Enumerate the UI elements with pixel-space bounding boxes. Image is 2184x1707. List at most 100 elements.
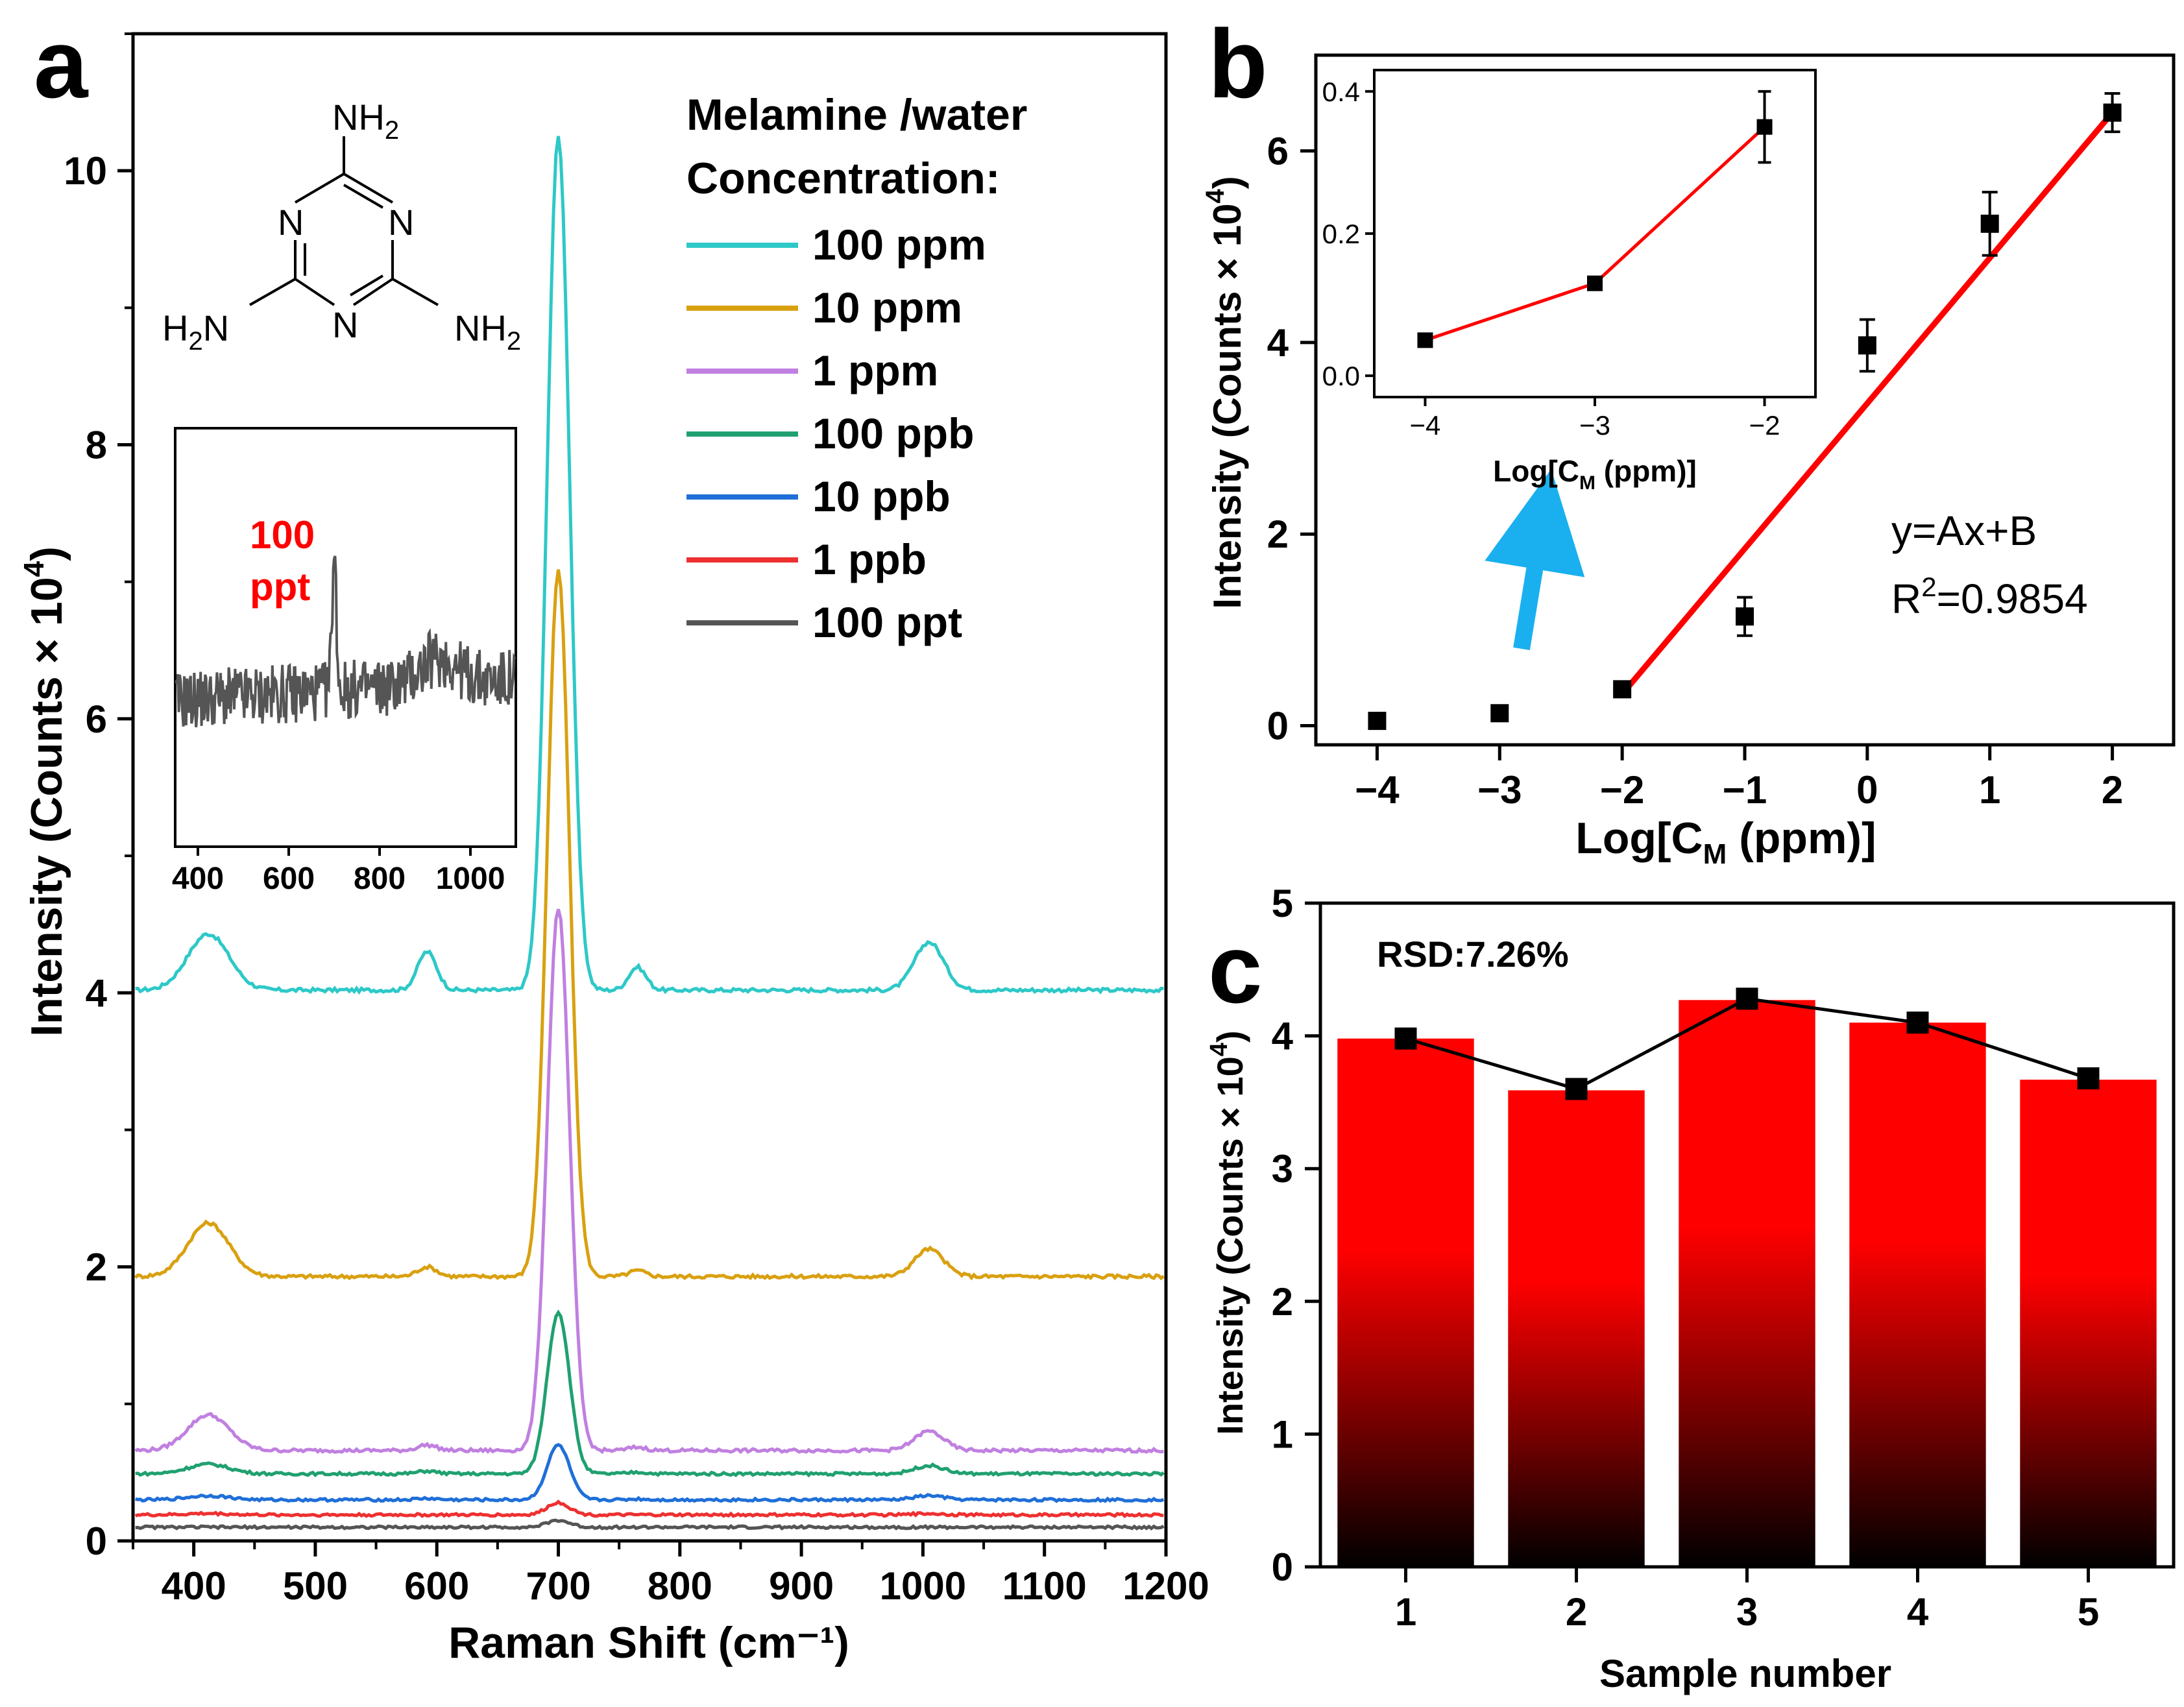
structure-nh2-right: NH2 <box>454 308 521 356</box>
inset-b-x-tick-label: −3 <box>1579 410 1610 441</box>
panel-c: c 1 2 3 4 5 0 1 2 3 4 5 RSD:7.26% Sample number In… <box>1206 882 2176 1695</box>
x-tick-label: 600 <box>404 1564 469 1608</box>
inset-b-x-tick-label: −2 <box>1749 410 1780 441</box>
fit-line <box>1620 110 2115 696</box>
inset-b-point <box>1417 332 1433 348</box>
x-tick-label: 1100 <box>1002 1564 1087 1608</box>
panel-c-annotation: RSD:7.26% <box>1377 934 1569 975</box>
ring-bond <box>294 278 335 306</box>
bar-4 <box>1849 1023 1986 1567</box>
panel-b-letter: b <box>1208 9 1268 118</box>
x-tick-label: 0 <box>1856 768 1878 812</box>
data-point <box>1736 607 1754 626</box>
inset-a-spectrum <box>175 555 516 728</box>
melamine-structure: NH2 N N N H2N NH2 <box>162 97 521 356</box>
panel-c-line <box>1394 987 2100 1100</box>
x-tick-label: −3 <box>1477 768 1522 812</box>
legend-label-1ppb: 1 ppb <box>812 535 927 583</box>
y-tick-label: 2 <box>1267 513 1289 556</box>
x-tick-label: 1 <box>1395 1590 1416 1634</box>
bar-1 <box>1337 1038 1474 1567</box>
panel-b-r2: R2=0.9854 <box>1891 572 2088 622</box>
inset-b-point <box>1587 275 1603 291</box>
legend-label-100ppt: 100 ppt <box>812 598 962 646</box>
y-tick-label: 6 <box>1267 130 1289 173</box>
legend-label-100ppm: 100 ppm <box>812 221 986 269</box>
y-tick-label: 6 <box>86 697 107 741</box>
inset-b-xlabel-sub: M <box>1579 472 1596 494</box>
nh2-bond-right <box>392 278 439 306</box>
trend-point <box>1565 1078 1588 1100</box>
data-point <box>1980 214 1999 233</box>
structure-ring-n-upper-right: N <box>388 202 414 243</box>
inset-b-xlabel-end: (ppm)] <box>1596 454 1697 488</box>
legend-label-10ppm: 10 ppm <box>812 284 962 332</box>
x-tick-label: 5 <box>2078 1590 2099 1634</box>
inset-a-x-tick-label: 800 <box>354 862 406 896</box>
ring-bond <box>343 173 394 204</box>
trend-point <box>1906 1011 1929 1034</box>
inset-b-y-tick-label: 0.4 <box>1322 77 1360 107</box>
panel-c-letter: c <box>1208 914 1262 1023</box>
x-tick-label: 400 <box>162 1564 226 1608</box>
legend-title-line1: Melamine /water <box>686 90 1027 139</box>
inset-b-xlabel: Log[CM (ppm)] <box>1493 454 1697 494</box>
inset-a-frame <box>174 427 517 848</box>
panel-b-ylabel: Intensity (Counts × 104) <box>1201 176 1249 609</box>
y-tick-label: 10 <box>64 149 107 193</box>
panel-a-frame <box>131 32 1168 1543</box>
inset-b-x-tick-label: −4 <box>1410 410 1441 441</box>
structure-nh2-top: NH2 <box>332 97 399 145</box>
panel-c-ylabel: Intensity (Counts × 104) <box>1206 1030 1250 1435</box>
panel-a-inset: 100 ppt 400 600 800 1000 <box>172 427 517 896</box>
legend-label-100ppb: 100 ppb <box>812 409 974 457</box>
inset-label-line1: 100 <box>250 513 315 557</box>
y-tick-label: 0 <box>86 1519 107 1563</box>
inset-label-line2: ppt <box>250 565 310 609</box>
x-tick-label: 1200 <box>1122 1564 1209 1608</box>
inset-pointer-arrow <box>1485 469 1585 651</box>
legend-label-10ppb: 10 ppb <box>812 472 951 520</box>
spectrum-10ppm <box>134 569 1165 1281</box>
structure-ring-n-upper-left: N <box>278 202 304 243</box>
trend-point <box>1394 1027 1417 1050</box>
panel-c-bars <box>1337 1000 2157 1567</box>
data-point <box>2103 103 2122 122</box>
spectrum-1ppm <box>134 908 1164 1455</box>
trend-point <box>1736 987 1758 1010</box>
y-tick-label: 4 <box>1267 321 1289 365</box>
panel-a-xlabel: Raman Shift (cm⁻¹) <box>448 1618 849 1667</box>
inset-b-point <box>1756 119 1773 135</box>
spectrum-100ppb <box>135 1309 1165 1478</box>
panel-a-legend: Melamine /water Concentration: 100 ppm 10… <box>686 90 1027 646</box>
y-tick-label: 3 <box>1272 1147 1293 1191</box>
x-tick-label: 700 <box>526 1564 590 1608</box>
y-tick-label: 0 <box>1267 704 1289 747</box>
panel-b-plot <box>1368 92 2122 731</box>
panel-c-axes: 1 2 3 4 5 0 1 2 3 4 5 <box>1272 882 2176 1634</box>
ring-bond-double <box>349 274 384 297</box>
x-tick-label: −1 <box>1723 768 1767 812</box>
legend-title-line2: Concentration: <box>686 154 1001 203</box>
panel-a: a NH2 N N N H2N NH2 400 500 600 700 800 900 <box>18 9 1209 1667</box>
inset-b-y-tick-label: 0.0 <box>1322 361 1360 391</box>
panel-a-letter: a <box>34 9 89 118</box>
y-tick-label: 2 <box>86 1246 107 1289</box>
x-tick-label: 800 <box>648 1564 712 1608</box>
inset-a-x-tick-label: 1000 <box>436 862 505 896</box>
data-point <box>1368 712 1387 731</box>
inset-a-x-tick-label: 600 <box>263 862 315 896</box>
legend-label-1ppm: 1 ppm <box>812 346 938 394</box>
x-tick-label: 2 <box>2102 768 2123 812</box>
y-tick-label: 4 <box>1272 1015 1294 1058</box>
inset-a-x-tick-label: 400 <box>172 862 224 896</box>
structure-ring-n-bottom: N <box>332 304 358 345</box>
data-point <box>1858 336 1876 355</box>
inset-b-xlabel-main: Log[C <box>1493 454 1579 488</box>
panel-c-xlabel: Sample number <box>1599 1652 1891 1695</box>
nh2-bond-left <box>249 278 296 306</box>
x-tick-label: 900 <box>769 1564 834 1608</box>
ring-bond <box>352 278 394 306</box>
panel-a-ylabel: Intensity (Counts × 104) <box>18 546 71 1037</box>
